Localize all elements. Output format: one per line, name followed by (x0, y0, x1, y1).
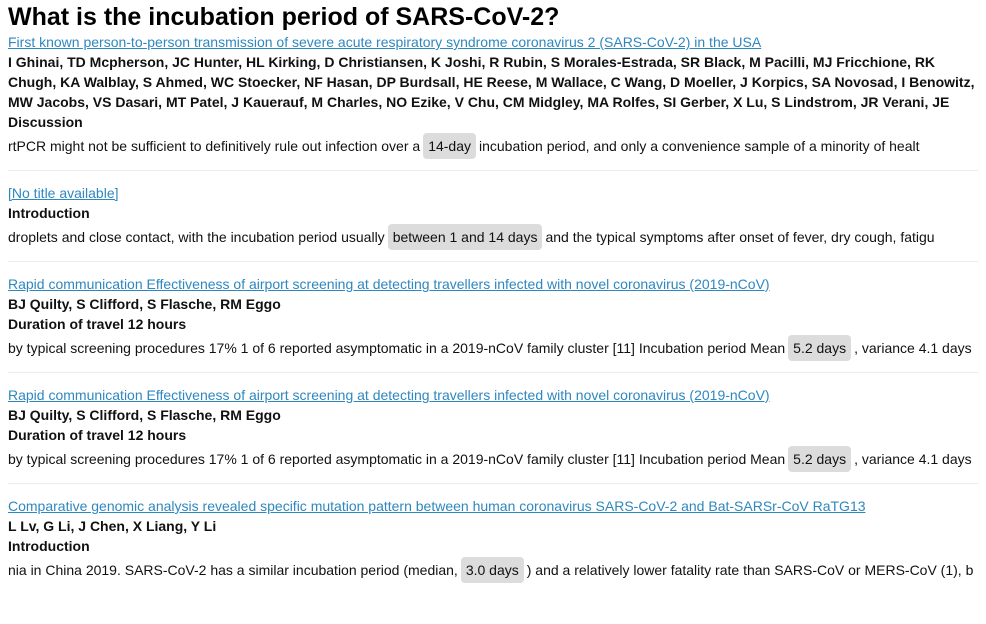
result-item: Rapid communication Effectiveness of air… (8, 385, 978, 472)
result-section: Introduction (8, 538, 90, 554)
result-section: Discussion (8, 114, 83, 130)
result-divider (8, 170, 978, 171)
result-section: Duration of travel 12 hours (8, 316, 187, 332)
snippet-after: , variance 4.1 days (854, 339, 972, 356)
snippet-before: nia in China 2019. SARS-CoV-2 has a simi… (8, 561, 458, 578)
result-divider (8, 261, 978, 262)
snippet-before: by typical screening procedures 17% 1 of… (8, 339, 786, 356)
result-authors: L Lv, G Li, J Chen, X Liang, Y Li (8, 518, 217, 534)
result-snippet: rtPCR might not be sufficient to definit… (8, 132, 978, 159)
result-title-link[interactable]: Comparative genomic analysis revealed sp… (8, 498, 866, 514)
result-section: Duration of travel 12 hours (8, 427, 187, 443)
result-item: Rapid communication Effectiveness of air… (8, 274, 978, 361)
answer-highlight: 5.2 days (788, 445, 852, 472)
result-title-link[interactable]: [No title available] (8, 185, 119, 201)
snippet-after: ) and a relatively lower fatality rate t… (526, 561, 974, 578)
snippet-before: by typical screening procedures 17% 1 of… (8, 450, 786, 467)
snippet-after: incubation period, and only a convenienc… (479, 137, 920, 154)
result-title-link[interactable]: Rapid communication Effectiveness of air… (8, 276, 770, 292)
results-page: What is the incubation period of SARS-Co… (0, 2, 986, 583)
result-snippet: by typical screening procedures 17% 1 of… (8, 445, 978, 472)
snippet-before: droplets and close contact, with the inc… (8, 228, 385, 245)
result-divider (8, 483, 978, 484)
answer-highlight: 5.2 days (788, 334, 852, 361)
answer-highlight: 3.0 days (460, 556, 524, 583)
result-authors: I Ghinai, TD Mcpherson, JC Hunter, HL Ki… (8, 54, 975, 110)
result-snippet: droplets and close contact, with the inc… (8, 223, 978, 250)
result-authors: BJ Quilty, S Clifford, S Flasche, RM Egg… (8, 296, 281, 312)
result-title-link[interactable]: First known person-to-person transmissio… (8, 34, 762, 50)
page-title: What is the incubation period of SARS-Co… (8, 3, 560, 31)
result-snippet: by typical screening procedures 17% 1 of… (8, 334, 978, 361)
result-item: Comparative genomic analysis revealed sp… (8, 496, 978, 583)
snippet-after: and the typical symptoms after onset of … (545, 228, 935, 245)
result-section: Introduction (8, 205, 90, 221)
snippet-before: rtPCR might not be sufficient to definit… (8, 137, 421, 154)
result-title-link[interactable]: Rapid communication Effectiveness of air… (8, 387, 770, 403)
snippet-after: , variance 4.1 days (854, 450, 972, 467)
result-snippet: nia in China 2019. SARS-CoV-2 has a simi… (8, 556, 978, 583)
result-authors: BJ Quilty, S Clifford, S Flasche, RM Egg… (8, 407, 281, 423)
answer-highlight: between 1 and 14 days (387, 223, 543, 250)
result-item: [No title available] Introduction drople… (8, 183, 978, 250)
answer-highlight: 14-day (423, 132, 476, 159)
result-divider (8, 372, 978, 373)
result-item: First known person-to-person transmissio… (8, 32, 978, 159)
